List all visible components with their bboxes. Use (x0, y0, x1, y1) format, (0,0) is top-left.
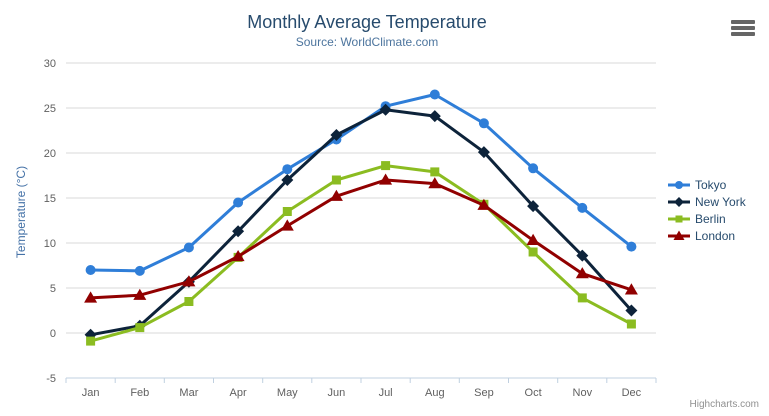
data-point[interactable] (134, 265, 145, 276)
legend-symbol (668, 196, 690, 207)
data-point[interactable] (135, 323, 145, 333)
data-point[interactable] (381, 161, 391, 171)
data-point[interactable] (282, 164, 293, 175)
diamond-marker-icon (674, 196, 684, 207)
square-marker-icon (675, 215, 683, 222)
data-point[interactable] (428, 110, 441, 123)
data-point[interactable] (527, 200, 540, 213)
data-point[interactable] (429, 89, 440, 100)
data-point[interactable] (526, 233, 540, 245)
x-axis-label: Dec (622, 387, 642, 399)
legend-item-tokyo[interactable]: Tokyo (668, 176, 746, 193)
data-point[interactable] (331, 175, 341, 185)
hamburger-icon (731, 20, 755, 36)
y-axis-label: 20 (44, 148, 56, 160)
legend-symbol (668, 215, 690, 222)
triangle-marker-icon (673, 230, 685, 240)
y-axis-label: -5 (46, 373, 56, 385)
data-point[interactable] (231, 250, 245, 262)
x-axis-label: Jun (328, 387, 346, 399)
x-axis-label: Jan (82, 387, 100, 399)
x-axis-label: Apr (230, 387, 247, 399)
data-point[interactable] (625, 304, 638, 317)
y-axis-label: 0 (50, 328, 56, 340)
legend-symbol (668, 230, 690, 240)
x-axis-label: Aug (425, 387, 445, 399)
circle-marker-icon (675, 180, 683, 189)
x-axis-label: Feb (130, 387, 149, 399)
legend-item-new-york[interactable]: New York (668, 193, 746, 210)
x-axis-label: Oct (525, 387, 542, 399)
series-line-london (89, 178, 633, 300)
data-point[interactable] (626, 319, 636, 329)
data-point[interactable] (379, 103, 392, 116)
data-point[interactable] (626, 241, 637, 252)
data-point[interactable] (477, 198, 491, 210)
legend-label: Tokyo (695, 177, 727, 192)
credits-link[interactable]: Highcharts.com (689, 399, 759, 410)
series-line-berlin (89, 164, 633, 343)
data-point[interactable] (233, 197, 244, 208)
y-axis-label: 25 (44, 103, 56, 115)
legend-item-london[interactable]: London (668, 227, 746, 244)
data-point[interactable] (133, 288, 147, 300)
legend: Tokyo New York Berlin London (668, 176, 746, 244)
y-axis-title: Temperature (°C) (14, 166, 28, 258)
y-axis-label: 5 (50, 283, 56, 295)
data-point[interactable] (577, 202, 588, 213)
data-point[interactable] (430, 167, 440, 177)
data-point[interactable] (84, 291, 98, 303)
data-point[interactable] (624, 283, 638, 295)
data-point[interactable] (282, 207, 292, 216)
legend-label: Berlin (695, 211, 726, 226)
legend-label: New York (695, 194, 746, 209)
data-point[interactable] (379, 173, 393, 185)
data-point[interactable] (478, 118, 489, 129)
legend-symbol (668, 180, 690, 189)
data-point[interactable] (528, 247, 538, 257)
data-point[interactable] (183, 242, 194, 253)
data-point[interactable] (428, 177, 442, 189)
data-point[interactable] (477, 146, 490, 159)
data-point[interactable] (528, 163, 539, 174)
data-point[interactable] (182, 275, 196, 287)
data-point[interactable] (86, 336, 96, 346)
y-axis-label: 15 (44, 193, 56, 205)
data-point[interactable] (184, 297, 194, 306)
data-point[interactable] (576, 249, 589, 262)
legend-item-berlin[interactable]: Berlin (668, 210, 746, 227)
data-point[interactable] (280, 219, 294, 231)
y-axis-label: 10 (44, 238, 56, 250)
data-point[interactable] (330, 129, 343, 141)
context-menu-button[interactable] (729, 17, 757, 41)
x-axis-label: Sep (474, 387, 494, 399)
data-point[interactable] (232, 225, 245, 238)
chart-title: Monthly Average Temperature (247, 12, 487, 32)
chart-subtitle: Source: WorldClimate.com (295, 35, 439, 49)
data-point[interactable] (281, 174, 294, 186)
y-axis-label: 30 (44, 58, 56, 70)
data-point[interactable] (85, 265, 96, 275)
data-point[interactable] (329, 189, 343, 201)
data-point[interactable] (575, 267, 589, 279)
x-axis-label: Mar (179, 387, 198, 399)
data-point[interactable] (577, 293, 587, 303)
x-axis-label: May (277, 387, 298, 399)
series-line-new-york (89, 108, 633, 337)
legend-label: London (695, 228, 736, 243)
x-axis-label: Nov (573, 387, 593, 399)
x-axis-label: Jul (379, 387, 393, 399)
